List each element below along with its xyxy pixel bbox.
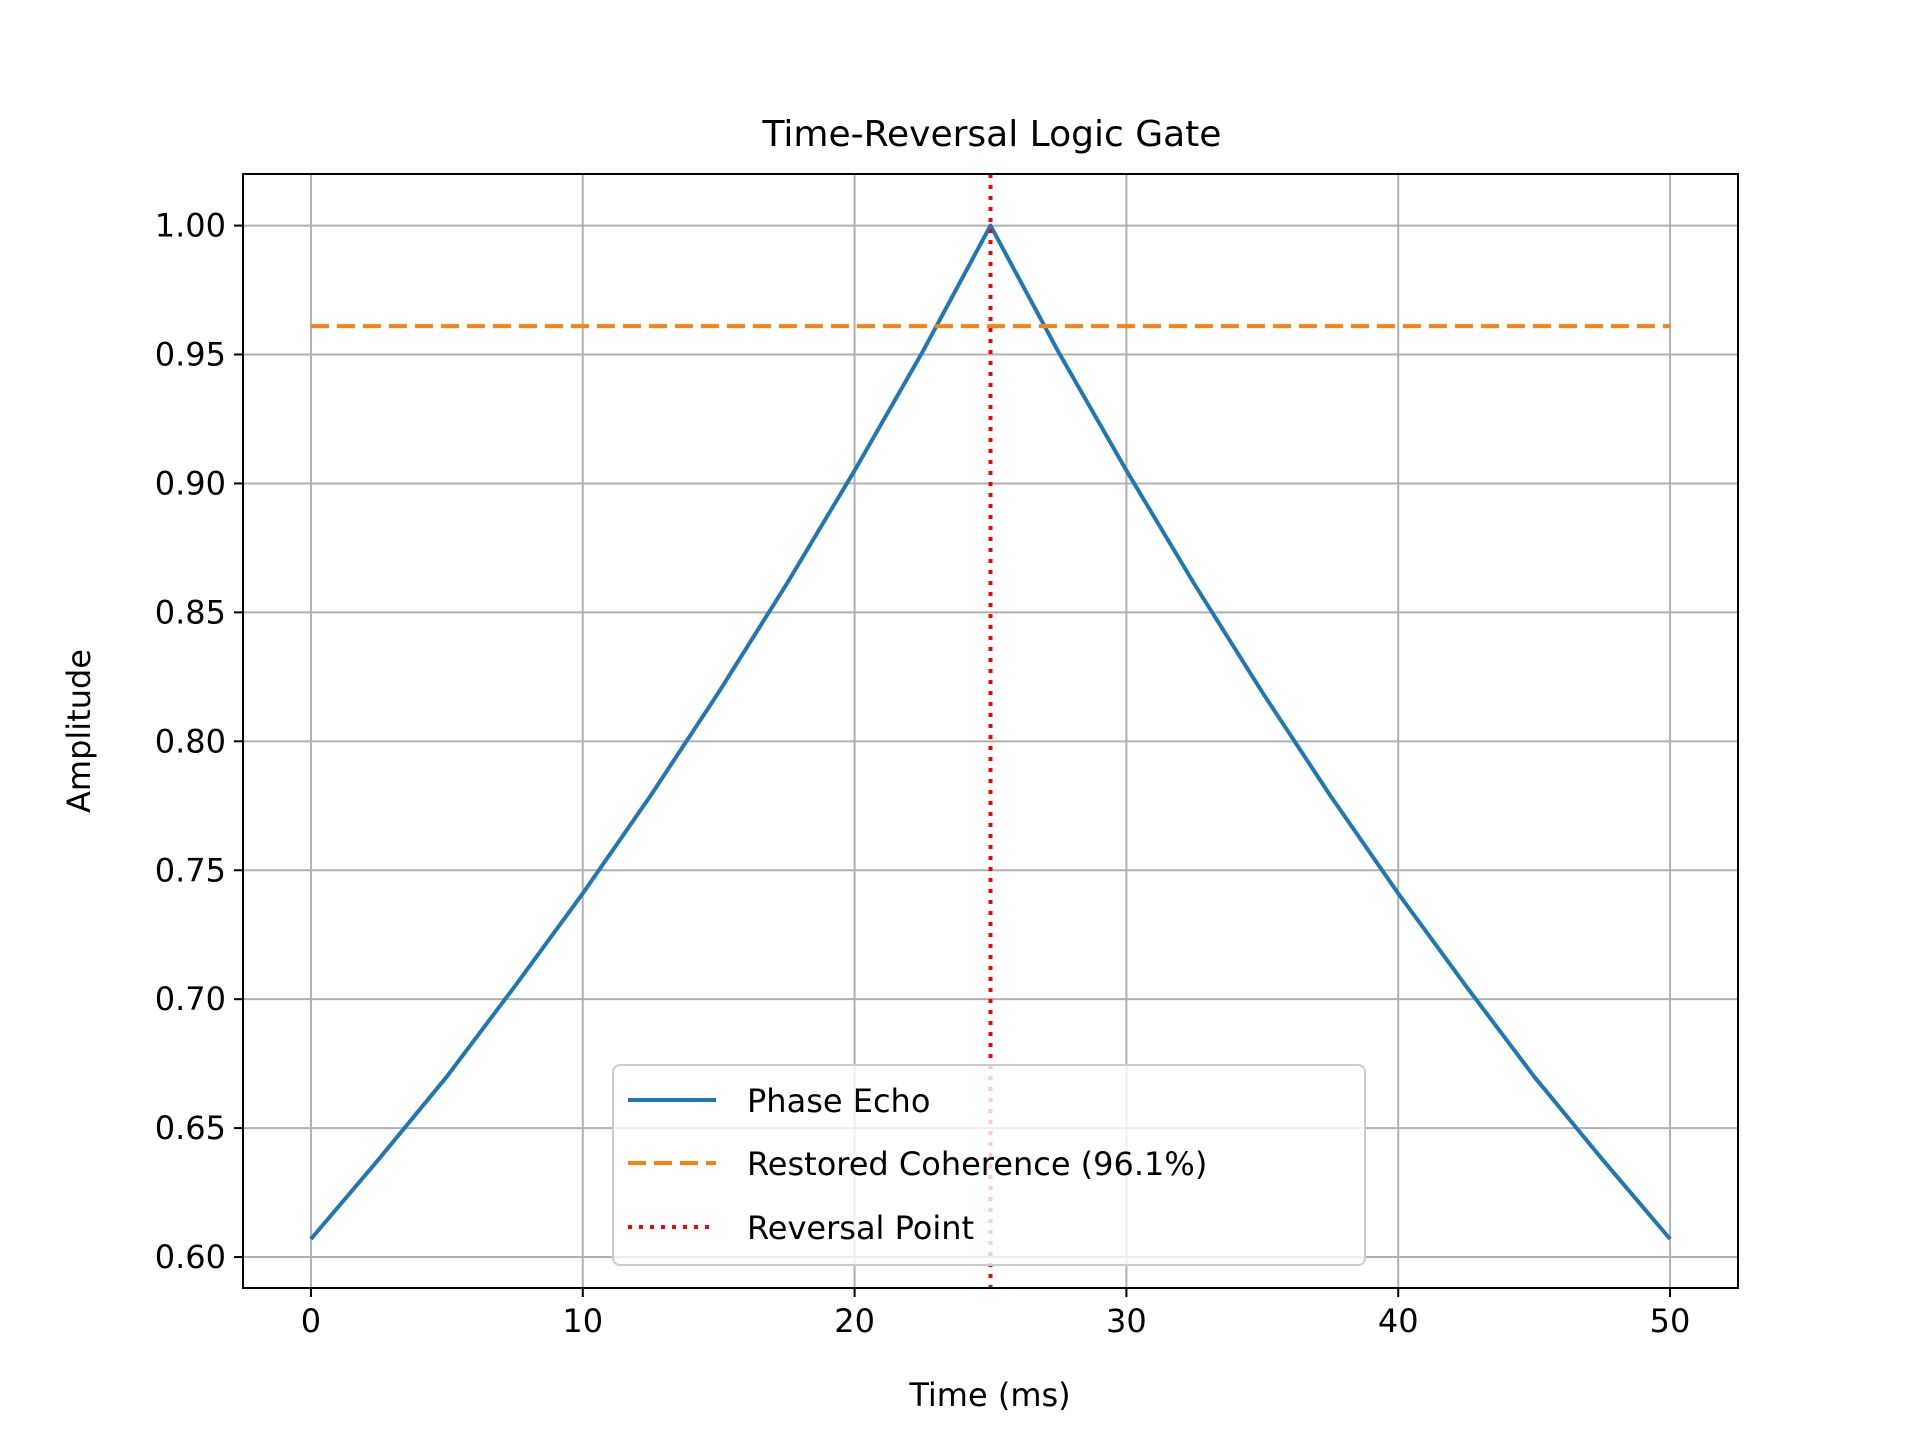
y-tick-label: 0.85	[155, 593, 226, 631]
legend-frame	[612, 1064, 1366, 1266]
x-tick-label: 20	[834, 1302, 875, 1340]
series-layer	[309, 174, 1672, 1288]
legend-label-reversal-point: Reversal Point	[747, 1209, 974, 1247]
y-tick-label: 0.70	[155, 980, 226, 1018]
y-tick-label: 1.00	[155, 207, 226, 245]
y-axis-label: Amplitude	[60, 649, 98, 813]
x-tick-label: 30	[1106, 1302, 1147, 1340]
y-tick-label: 0.75	[155, 851, 226, 889]
x-tick-label: 40	[1378, 1302, 1419, 1340]
y-tick-label: 0.65	[155, 1109, 226, 1147]
y-tick-label: 0.80	[155, 722, 226, 760]
legend-label-phase-echo: Phase Echo	[747, 1082, 930, 1120]
axis-ticks: 0 10 20 30 40 50 0.60 0.65 0.70 0.75 0.80 0.85 0.90 0…	[155, 207, 1691, 1340]
y-tick-label: 0.95	[155, 336, 226, 374]
x-tick-label: 10	[562, 1302, 603, 1340]
y-tick-label: 0.60	[155, 1238, 226, 1276]
x-axis-label: Time (ms)	[908, 1376, 1070, 1414]
plot-area-frame	[242, 173, 1739, 1289]
legend-label-restored-coherence: Restored Coherence (96.1%)	[747, 1145, 1207, 1183]
legend: Phase Echo Restored Coherence (96.1%) Re…	[612, 1064, 1366, 1266]
y-tick-label: 0.90	[155, 464, 226, 502]
x-tick-label: 50	[1650, 1302, 1691, 1340]
x-tick-label: 0	[301, 1302, 321, 1340]
phase-echo-line	[309, 223, 1672, 1241]
chart-title: Time-Reversal Logic Gate	[762, 114, 1222, 155]
